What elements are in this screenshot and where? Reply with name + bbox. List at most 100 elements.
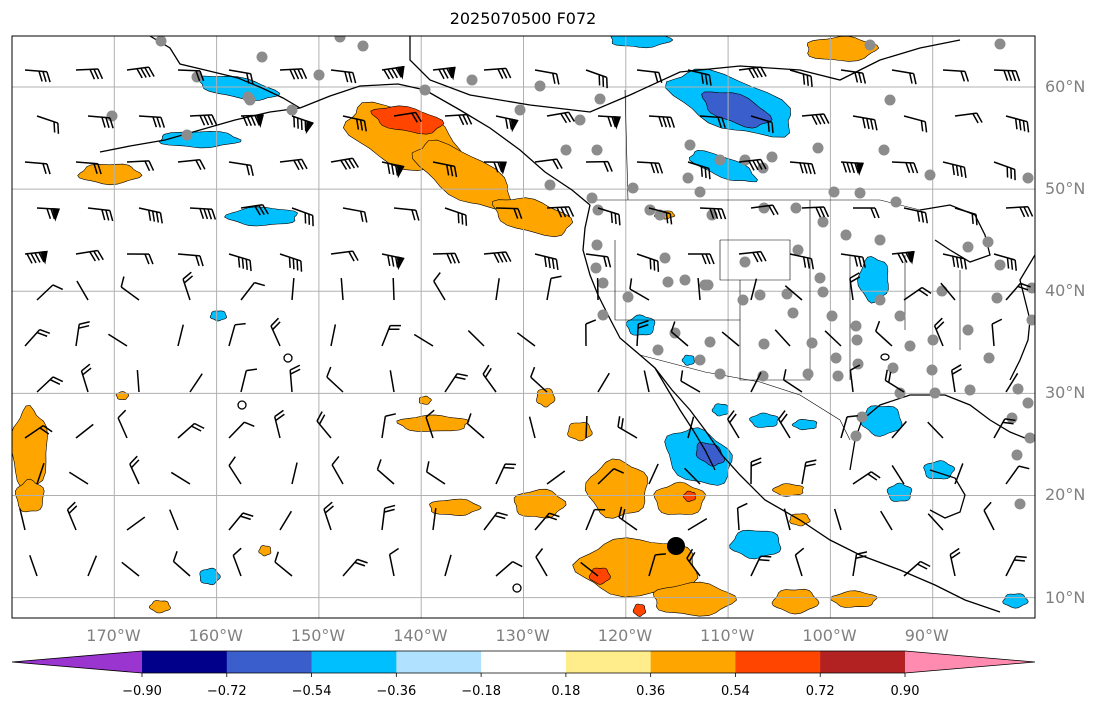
wind-barb	[750, 372, 762, 393]
barb-staff	[240, 282, 256, 301]
wind-barb	[738, 66, 767, 79]
wind-barb	[75, 321, 90, 347]
station-dot	[466, 74, 478, 86]
barb-tick	[802, 256, 807, 268]
barb-tick	[453, 166, 458, 178]
barb-staff	[87, 555, 98, 577]
wind-barb	[68, 471, 89, 485]
barb-tick	[768, 205, 775, 216]
wind-barb	[381, 413, 397, 439]
barb-tick	[93, 250, 100, 261]
barb-tick	[924, 121, 928, 133]
barb-tick	[415, 112, 422, 123]
wind-barb	[891, 250, 915, 265]
station-dot	[590, 262, 602, 274]
colorbar-bin	[650, 651, 736, 673]
wind-barb	[87, 115, 114, 129]
wind-barb	[108, 333, 128, 347]
barb-tick	[391, 68, 398, 79]
barb-tick	[445, 164, 450, 176]
barb-tick	[1027, 206, 1034, 217]
barb-tick	[292, 258, 295, 270]
barb-tick	[823, 113, 830, 124]
barb-staff	[228, 421, 245, 439]
barb-tick	[1002, 421, 1014, 425]
barb-tick	[300, 260, 303, 272]
barb-tick	[52, 376, 64, 383]
wind-barb	[228, 161, 254, 176]
barb-tick	[700, 73, 704, 84]
barb-tick	[658, 72, 663, 84]
barb-tick	[497, 252, 504, 263]
barb-flag	[396, 65, 405, 80]
station-dot	[739, 256, 751, 268]
wind-barb	[279, 510, 293, 531]
wind-barb	[880, 510, 893, 531]
station-dot	[890, 196, 902, 208]
barb-staff	[326, 376, 344, 393]
wind-barb	[927, 421, 944, 439]
barb-tick	[750, 461, 762, 467]
colorbar-tick-label: 0.72	[805, 684, 835, 699]
barb-tick	[810, 76, 813, 88]
wind-barb	[495, 115, 519, 133]
field-blob	[771, 588, 820, 615]
barb-tick	[359, 211, 364, 222]
field-blob	[77, 163, 143, 186]
wind-barb	[789, 161, 816, 175]
wind-barb	[833, 508, 842, 531]
barb-tick	[709, 208, 715, 219]
field-blob	[682, 490, 696, 503]
wind-barb	[388, 547, 399, 577]
wind-barb	[228, 322, 246, 347]
barb-tick	[934, 317, 943, 327]
wind-barb	[483, 511, 508, 531]
barb-tick	[564, 112, 572, 123]
wind-barb	[87, 207, 114, 222]
barb-tick	[357, 558, 368, 564]
barb-tick	[916, 210, 921, 222]
field-blob	[224, 206, 298, 227]
barb-tick	[301, 159, 308, 170]
wind-barb	[801, 459, 817, 485]
wind-barb	[495, 207, 523, 220]
barb-tick	[920, 560, 931, 568]
field-blob	[258, 545, 272, 557]
barb-tick	[160, 117, 166, 128]
wind-barb	[177, 253, 204, 267]
barb-staff	[670, 331, 689, 347]
station-dot	[679, 274, 691, 286]
barb-flag	[396, 164, 405, 179]
station-dot	[904, 340, 916, 352]
barb-tick	[363, 211, 368, 223]
barb-tick	[195, 255, 200, 267]
wind-barb	[954, 207, 978, 226]
wind-barb	[738, 250, 767, 263]
barb-tick	[308, 214, 311, 225]
barb-tick	[97, 68, 104, 80]
barb-tick	[331, 455, 340, 466]
barb-tick	[983, 501, 992, 511]
wind-barb	[240, 114, 264, 128]
station-dot	[832, 370, 844, 382]
barb-staff	[875, 330, 893, 347]
barb-tick	[884, 369, 888, 381]
barb-tick	[887, 371, 892, 383]
barb-tick	[288, 257, 291, 268]
field-blob	[653, 481, 706, 515]
wind-barb	[597, 372, 610, 393]
station-dot	[106, 110, 118, 122]
station-dot	[924, 169, 936, 181]
wind-barb	[636, 69, 663, 84]
colorbar-tick-label: 0.36	[636, 684, 666, 699]
wind-barb	[824, 330, 842, 347]
wind-barb	[680, 370, 701, 393]
barb-tick	[780, 413, 788, 424]
barb-staff	[687, 518, 708, 531]
station-dot	[962, 241, 974, 253]
barb-tick	[446, 253, 452, 264]
wind-barb	[777, 410, 791, 439]
colorbar	[11, 650, 1036, 677]
barb-tick	[387, 163, 391, 175]
barb-tick	[849, 272, 860, 279]
